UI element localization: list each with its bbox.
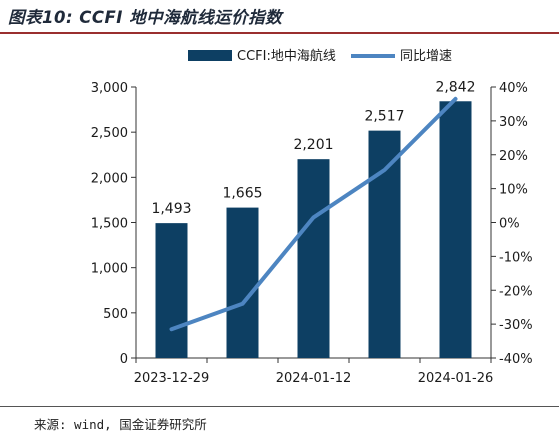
right-tick-label: 0% bbox=[499, 217, 520, 232]
data-labels: 1,493 1,665 2,201 2,517 2,842 bbox=[151, 79, 475, 217]
left-tick-label: 2,000 bbox=[91, 171, 128, 186]
chart-legend: CCFI:地中海航线 同比增速 bbox=[188, 48, 452, 64]
x-tick-label: 2024-01-26 bbox=[418, 371, 494, 386]
bar-series bbox=[155, 101, 472, 358]
right-tick-label: 20% bbox=[499, 149, 528, 164]
left-tick-label: 2,500 bbox=[91, 126, 128, 141]
title-divider bbox=[0, 32, 559, 34]
x-tick-label: 2024-01-12 bbox=[276, 371, 352, 386]
bar bbox=[297, 159, 330, 358]
legend-swatch-bar bbox=[188, 50, 232, 61]
chart-title: 图表10: CCFI 地中海航线运价指数 bbox=[8, 8, 283, 27]
left-tick-label: 1,500 bbox=[91, 217, 128, 232]
right-tick-label: -40% bbox=[499, 352, 533, 367]
source-note: 来源: wind, 国金证券研究所 bbox=[34, 417, 207, 432]
right-tick-label: -20% bbox=[499, 284, 533, 299]
line-series bbox=[169, 96, 458, 332]
bar-data-label: 1,493 bbox=[151, 201, 191, 217]
left-tick-label: 1,000 bbox=[91, 262, 128, 277]
legend-label-bar: CCFI:地中海航线 bbox=[237, 48, 336, 64]
right-tick-label: -10% bbox=[499, 250, 533, 265]
bar bbox=[439, 101, 472, 358]
right-tick-label: 10% bbox=[499, 183, 528, 198]
legend-label-line: 同比增速 bbox=[400, 49, 452, 64]
chart-svg: CCFI:地中海航线 同比增速 0 500 1,000 1,500 2,000 2,500… bbox=[91, 48, 533, 386]
bar-data-label: 2,201 bbox=[293, 137, 333, 153]
bar bbox=[155, 223, 188, 358]
left-tick-label: 0 bbox=[120, 352, 128, 367]
right-tick-label: 30% bbox=[499, 115, 528, 130]
left-tick-label: 3,000 bbox=[91, 81, 128, 96]
bar bbox=[368, 130, 401, 358]
bar-data-label: 2,517 bbox=[364, 109, 404, 125]
yoy-growth-line bbox=[169, 96, 458, 332]
x-tick-label: 2023-12-29 bbox=[134, 371, 210, 386]
bar-data-label: 1,665 bbox=[222, 186, 262, 202]
right-tick-label: -30% bbox=[499, 318, 533, 333]
source-divider bbox=[0, 406, 559, 407]
chart-axes: 0 500 1,000 1,500 2,000 2,500 3,000 -40% -30% -20… bbox=[91, 81, 533, 386]
bar bbox=[226, 207, 259, 358]
bar-data-label: 2,842 bbox=[435, 79, 475, 95]
left-tick-label: 500 bbox=[103, 307, 128, 322]
right-tick-label: 40% bbox=[499, 81, 528, 96]
